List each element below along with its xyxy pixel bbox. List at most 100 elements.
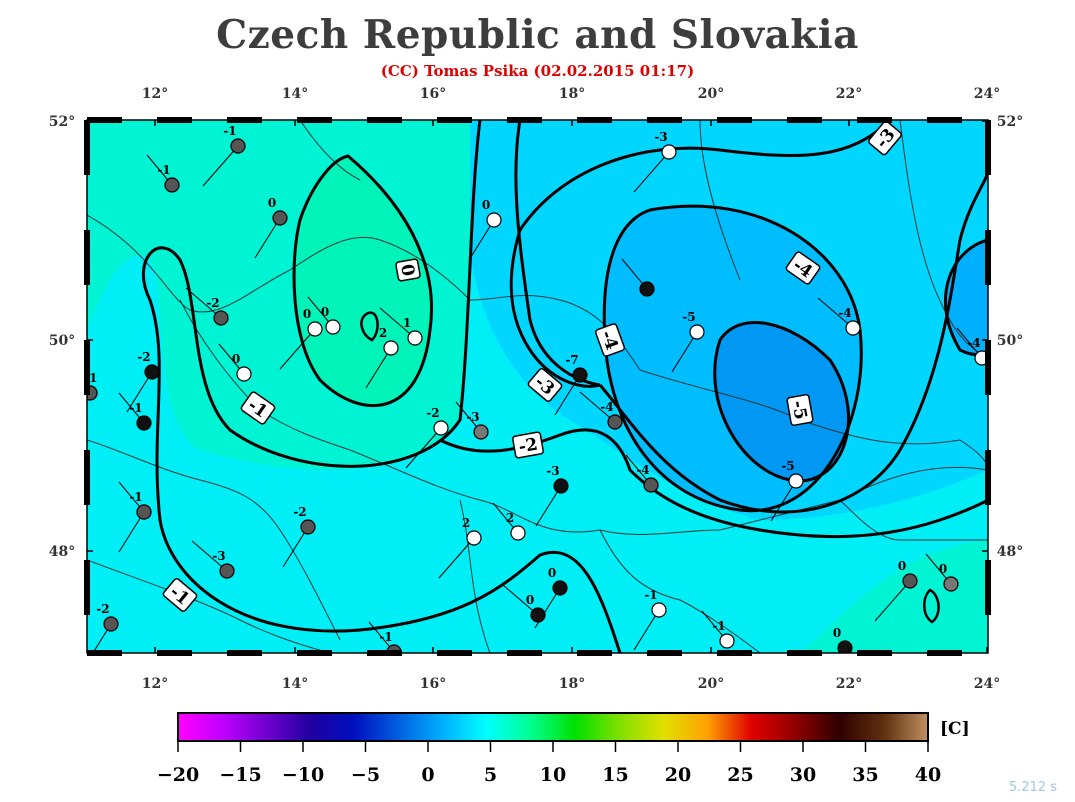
station-value: -2 <box>293 505 306 519</box>
isotherm-minus5 <box>713 321 851 483</box>
station-value: -3 <box>546 464 559 478</box>
station-value: -7 <box>565 353 578 367</box>
lon-tick-label-top: 16° <box>420 86 446 102</box>
station-dot <box>136 504 152 520</box>
station-value: -5 <box>781 459 794 473</box>
station-marker: 0 <box>468 198 502 261</box>
isotherm-minus3c <box>509 229 601 388</box>
station-marker: -1 <box>146 154 180 193</box>
isotherm-minus3b <box>518 120 892 231</box>
station-dot <box>325 319 341 335</box>
station-value: 0 <box>833 626 841 640</box>
axis-labels: 12° 12° 14° 14° 16° 16° 18° 18° 20° 20° 22° 22° 24° 2… <box>49 86 1023 692</box>
station-dot <box>103 616 119 632</box>
station-dot <box>164 177 180 193</box>
station-value: 0 <box>482 198 490 212</box>
colorbar-ramp <box>177 712 929 742</box>
isotherm-1-small <box>360 311 379 342</box>
station-value: -3 <box>466 410 479 424</box>
station-value: -5 <box>682 310 695 324</box>
station-dot <box>530 607 546 623</box>
station-value: -1 <box>129 490 142 504</box>
station-marker: -4 <box>817 297 861 336</box>
station-marker: -2 <box>282 505 316 568</box>
station-dot <box>552 580 568 596</box>
isotherm-minus2b <box>514 120 601 387</box>
station-dot <box>407 330 423 346</box>
station-value: -1 <box>129 401 142 415</box>
station-value: -2 <box>206 296 219 310</box>
lon-tick-label-bottom: 22° <box>836 676 862 692</box>
station-marker: -3 <box>535 464 569 527</box>
station-marker: -3 <box>633 130 677 193</box>
station-dot <box>510 525 526 541</box>
station-marker: -2 <box>92 602 119 653</box>
station-value: 0 <box>526 593 534 607</box>
lon-tick-label-top: 20° <box>698 86 724 102</box>
svg-text:0: 0 <box>396 263 418 278</box>
station-dot <box>845 320 861 336</box>
station-dot <box>719 633 735 649</box>
lon-tick-label-top: 14° <box>282 86 308 102</box>
station-marker <box>118 504 152 553</box>
field-core-warm <box>294 156 432 406</box>
station-value: -2 <box>96 602 109 616</box>
colorbar-tick-label: 5 <box>484 764 497 786</box>
colorbar-tick-label: 15 <box>602 764 628 786</box>
station-marker: 0 <box>218 343 252 382</box>
station-value: -2 <box>137 350 150 364</box>
station-value: 2 <box>506 511 514 525</box>
station-marker: -5 <box>770 459 804 522</box>
country-borders <box>87 120 988 653</box>
station-value: 0 <box>321 305 329 319</box>
station-value: -2 <box>426 406 439 420</box>
colorbar: −20 −15 −10 −5 0 5 10 15 20 25 30 35 40 [C] <box>157 712 970 786</box>
colorbar-tick-label: 40 <box>915 764 941 786</box>
isotherm-label: -2 <box>512 431 544 459</box>
field-southeast <box>800 540 988 653</box>
lon-tick-label-bottom: 20° <box>698 676 724 692</box>
station-marker: 2 <box>438 516 482 579</box>
station-marker: 0 <box>254 196 288 259</box>
station-dot <box>219 563 235 579</box>
station-marker: -7 <box>554 353 588 416</box>
lon-tick-label-top: 22° <box>836 86 862 102</box>
lon-tick-label-bottom: 24° <box>974 676 1000 692</box>
isotherm-minus4 <box>602 204 863 513</box>
lat-tick-label-right: 50° <box>997 333 1023 349</box>
isotherm-0-se <box>923 588 940 624</box>
station-value: -1 <box>223 124 236 138</box>
station-value: -1 -1 <box>67 371 98 385</box>
colorbar-tick-label: 0 <box>421 764 434 786</box>
station-dot <box>651 602 667 618</box>
map-title: Czech Republic and Slovakia <box>216 12 859 58</box>
lon-tick-label-bottom: 18° <box>559 676 585 692</box>
station-marker: 0 <box>925 553 959 592</box>
station-marker: -1 <box>202 124 246 187</box>
lon-tick-label-top: 18° <box>559 86 585 102</box>
lon-tick-label-bottom: 12° <box>142 676 168 692</box>
station-dot <box>466 530 482 546</box>
station-value: -4 <box>967 336 980 350</box>
station-value: 2 <box>379 326 387 340</box>
station-dot <box>307 321 323 337</box>
station-dot <box>943 576 959 592</box>
lon-tick-label-top: 24° <box>974 86 1000 102</box>
station-value: -1 <box>157 163 170 177</box>
station-value: -4 <box>600 400 613 414</box>
station-dot <box>213 310 229 326</box>
station-marker: -2 <box>405 406 449 469</box>
lat-tick-label-left: 50° <box>49 333 75 349</box>
station-dot <box>661 144 677 160</box>
station-dot <box>486 212 502 228</box>
lon-tick-label-bottom: 14° <box>282 676 308 692</box>
isotherm-label: -4 <box>594 323 626 357</box>
station-marker: -5 <box>671 310 705 373</box>
station-marker: 0 <box>874 559 918 622</box>
isotherm-label: -3 <box>527 368 563 402</box>
station-marker: -3 <box>455 401 489 440</box>
station-marker: -4 <box>625 454 659 493</box>
station-dot <box>643 477 659 493</box>
station-value: 2 <box>462 516 470 530</box>
station-marker: 0 <box>279 307 323 370</box>
